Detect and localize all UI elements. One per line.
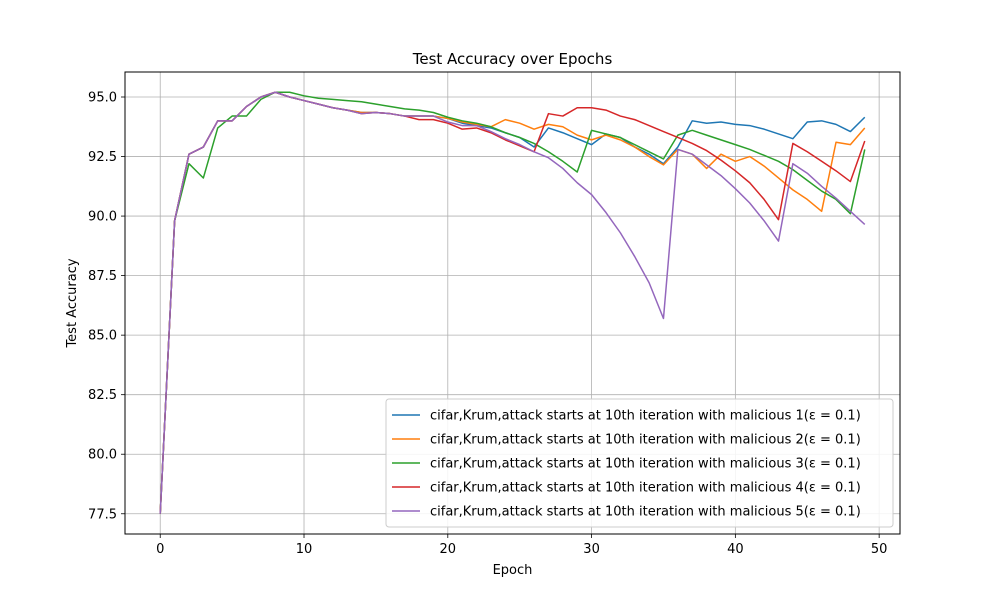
legend-series-name: cifar,Krum,attack starts at 10th iterati… — [430, 409, 804, 424]
axis-ticks: 0 10 20 30 40 50 77.5 80.0 82.5 85.0 87.5 90.0 92.5 9… — [88, 91, 887, 557]
y-axis-title: Test Accuracy — [65, 258, 80, 348]
y-tick-label: 87.5 — [88, 269, 117, 284]
x-tick-label: 0 — [156, 542, 164, 557]
legend-label-1: cifar,Krum,attack starts at 10th iterati… — [430, 409, 861, 424]
y-tick-label: 92.5 — [88, 150, 117, 165]
legend: cifar,Krum,attack starts at 10th iterati… — [385, 398, 894, 528]
legend-series-name: cifar,Krum,attack starts at 10th iterati… — [430, 481, 804, 496]
legend-series-name: cifar,Krum,attack starts at 10th iterati… — [430, 457, 804, 472]
legend-epsilon-suffix: (ε = 0.1) — [804, 433, 861, 448]
legend-label-3: cifar,Krum,attack starts at 10th iterati… — [430, 457, 861, 472]
legend-epsilon-suffix: (ε = 0.1) — [804, 505, 861, 520]
legend-epsilon-suffix: (ε = 0.1) — [804, 481, 861, 496]
x-tick-label: 40 — [727, 542, 744, 557]
legend-box — [385, 398, 894, 528]
chart-title: Test Accuracy over Epochs — [412, 50, 613, 68]
x-tick-label: 50 — [871, 542, 888, 557]
x-tick-label: 30 — [583, 542, 600, 557]
legend-label-5: cifar,Krum,attack starts at 10th iterati… — [430, 505, 861, 520]
legend-label-2: cifar,Krum,attack starts at 10th iterati… — [430, 433, 861, 448]
legend-epsilon-suffix: (ε = 0.1) — [804, 409, 861, 424]
y-tick-label: 80.0 — [88, 448, 117, 463]
y-tick-label: 90.0 — [88, 210, 117, 225]
series-line-3 — [159, 91, 866, 514]
y-tick-label: 82.5 — [88, 388, 117, 403]
x-axis-title: Epoch — [493, 563, 533, 578]
y-tick-label: 77.5 — [88, 507, 117, 522]
x-tick-label: 20 — [440, 542, 457, 557]
plot-frame — [124, 71, 901, 535]
legend-series-name: cifar,Krum,attack starts at 10th iterati… — [430, 505, 804, 520]
legend-epsilon-suffix: (ε = 0.1) — [804, 457, 861, 472]
y-tick-label: 85.0 — [88, 329, 117, 344]
x-tick-label: 10 — [296, 542, 313, 557]
series-lines — [159, 91, 866, 514]
legend-series-name: cifar,Krum,attack starts at 10th iterati… — [430, 433, 804, 448]
y-tick-label: 95.0 — [88, 91, 117, 106]
legend-label-4: cifar,Krum,attack starts at 10th iterati… — [430, 481, 861, 496]
series-line-5 — [159, 91, 866, 514]
